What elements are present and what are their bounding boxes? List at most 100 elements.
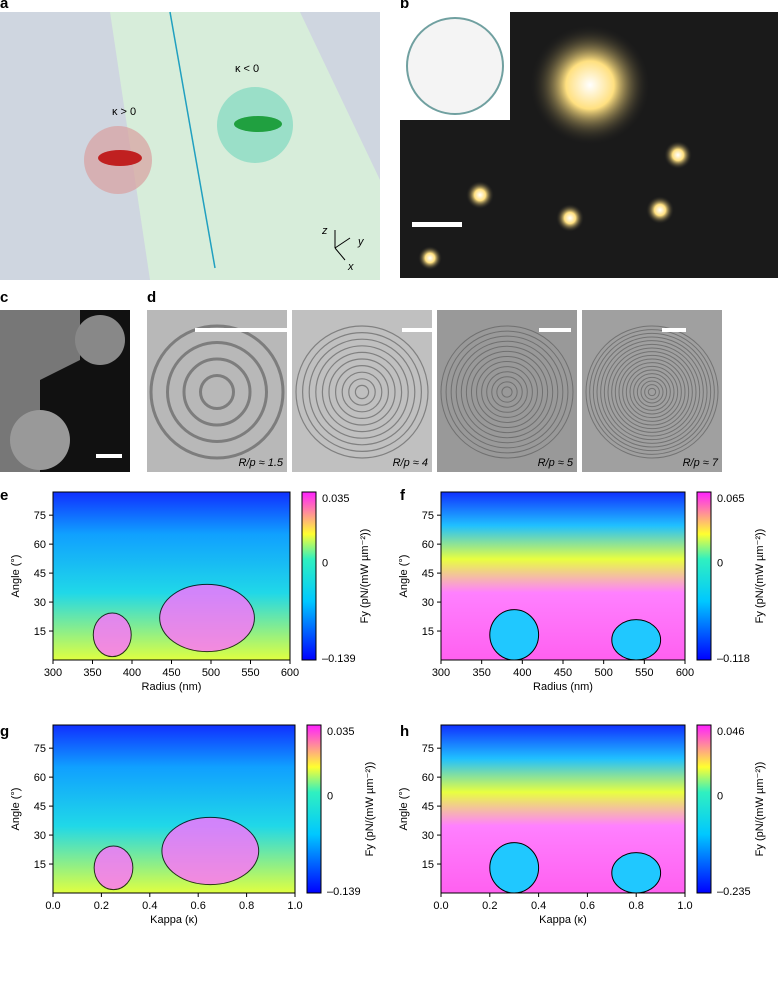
spiral-ring [636,376,668,408]
spiral-ring [486,371,528,413]
spiral-ring [465,350,549,434]
y-axis-label: Angle (°) [10,555,22,598]
spiral-ring [476,361,538,423]
spiral-ring [611,351,693,433]
scale-bar [539,328,571,332]
y-axis-label: Angle (°) [398,555,410,598]
annotation: z [321,225,328,237]
texture [418,246,442,270]
y-tick-label: 60 [422,772,434,784]
caption: R/p ≈ 5 [538,457,574,469]
x-tick-label: 550 [635,667,653,679]
spiral-ring [295,325,429,459]
spiral-ring [633,373,671,411]
x-tick-label: 500 [202,667,220,679]
y-tick-label: 45 [422,801,434,813]
annotation: y [357,236,365,248]
spiral-ring [618,358,686,426]
hot-region [161,816,260,886]
spiral-ring [182,357,252,427]
spiral-ring [302,332,423,453]
spiral-ring [629,369,675,415]
cold-region [489,842,540,894]
colorbar-label: Fy (pN/(mW µm⁻²)) [364,762,376,857]
spiral-ring [592,332,712,452]
y-tick-label: 15 [34,626,46,638]
spiral-ring [647,387,657,397]
panel-label: d [147,289,156,306]
y-tick-label: 75 [34,743,46,755]
colorbar-tick-label: –0.139 [322,653,356,665]
annotation: κ > 0 [112,106,136,118]
y-tick-label: 75 [422,743,434,755]
spiral-ring [501,386,513,398]
x-tick-label: 0.8 [239,900,254,912]
spiral-img [292,310,432,472]
x-tick-label: 0.4 [142,900,157,912]
texture [75,315,125,365]
spiral-ring [445,330,569,454]
spiral-ring [354,384,370,400]
inset-sphere [406,17,504,115]
panel-label: e [0,487,8,504]
spiral-ring [321,351,403,433]
spiral-img [147,310,287,472]
annotation: x [347,261,354,273]
spiral-ring [491,376,523,408]
spiral-ring [166,341,268,443]
spiral-ring [341,371,383,413]
x-tick-label: 600 [281,667,299,679]
colorbar-label: Fy (pN/(mW µm⁻²)) [754,762,766,857]
spiral-img [437,310,577,472]
x-tick-label: 0.2 [482,900,497,912]
spiral-ring [450,335,564,449]
colorbar [696,724,712,894]
scale-bar [662,328,686,332]
spiral-ring [460,345,554,439]
spiral-ring [328,358,396,426]
spiral-ring [614,354,690,430]
texture [664,141,692,169]
scale-bar [195,328,287,332]
x-tick-label: 350 [83,667,101,679]
colorbar-label: Fy (pN/(mW µm⁻²)) [359,529,371,624]
scale-bar [96,454,122,458]
caption: R/p ≈ 1.5 [238,457,283,469]
texture [556,204,584,232]
y-tick-label: 30 [422,597,434,609]
cold-region [489,609,540,661]
y-tick-label: 15 [34,859,46,871]
colorbar [306,724,322,894]
hot-region [159,583,255,653]
spiral-ring [149,324,285,460]
spiral-ring [199,374,235,410]
x-tick-label: 400 [123,667,141,679]
x-tick-label: 350 [472,667,490,679]
y-tick-label: 45 [34,568,46,580]
colorbar-tick-label: 0.035 [322,493,350,505]
spiral-ring [600,340,704,444]
colorbar-tick-label: –0.118 [717,653,750,665]
colorbar-tick-label: 0.046 [717,726,745,738]
colorbar-tick-label: 0.035 [327,726,355,738]
x-tick-label: 500 [594,667,612,679]
x-tick-label: 0.0 [433,900,448,912]
texture [530,25,650,145]
colorbar-tick-label: 0 [322,558,328,570]
x-tick-label: 450 [162,667,180,679]
y-tick-label: 30 [422,830,434,842]
spiral-ring [622,362,682,422]
x-tick-label: 300 [432,667,450,679]
cold-region [611,619,662,661]
spin [234,116,282,132]
x-tick-label: 600 [676,667,694,679]
spiral-ring [640,380,664,404]
y-tick-label: 75 [34,510,46,522]
spiral-ring [348,378,376,406]
y-tick-label: 15 [422,626,434,638]
spiral-ring [315,345,409,439]
spiral-ring [603,343,701,441]
y-tick-label: 60 [34,772,46,784]
scale-bar [402,328,438,332]
